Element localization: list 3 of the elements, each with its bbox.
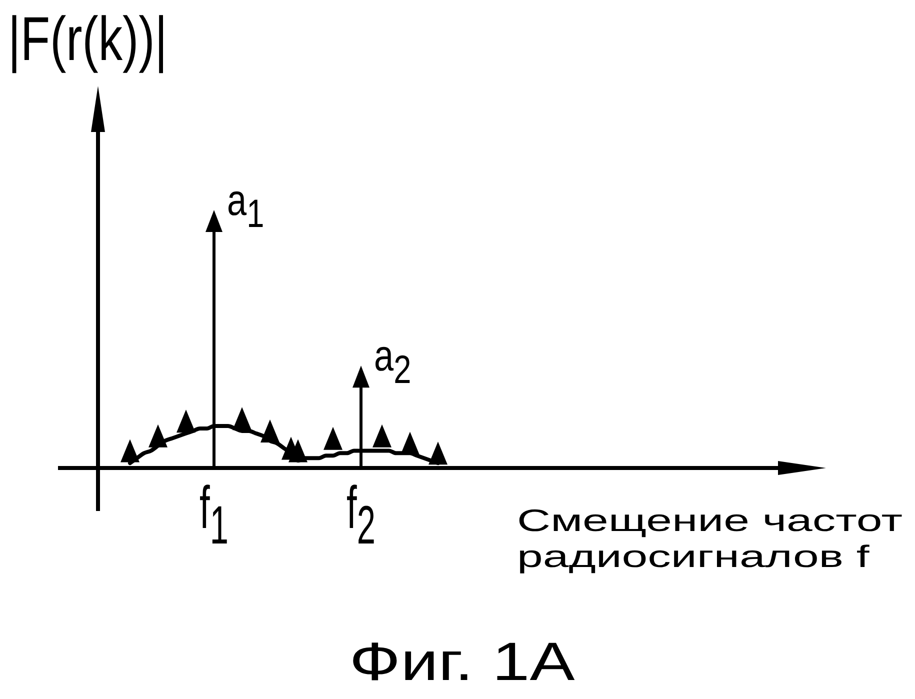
y-axis-title: |F(r(k))| — [8, 4, 168, 74]
x-axis-title: Смещение частот радиосигналов f — [517, 504, 903, 574]
text: Фиг. 1A — [349, 631, 575, 692]
